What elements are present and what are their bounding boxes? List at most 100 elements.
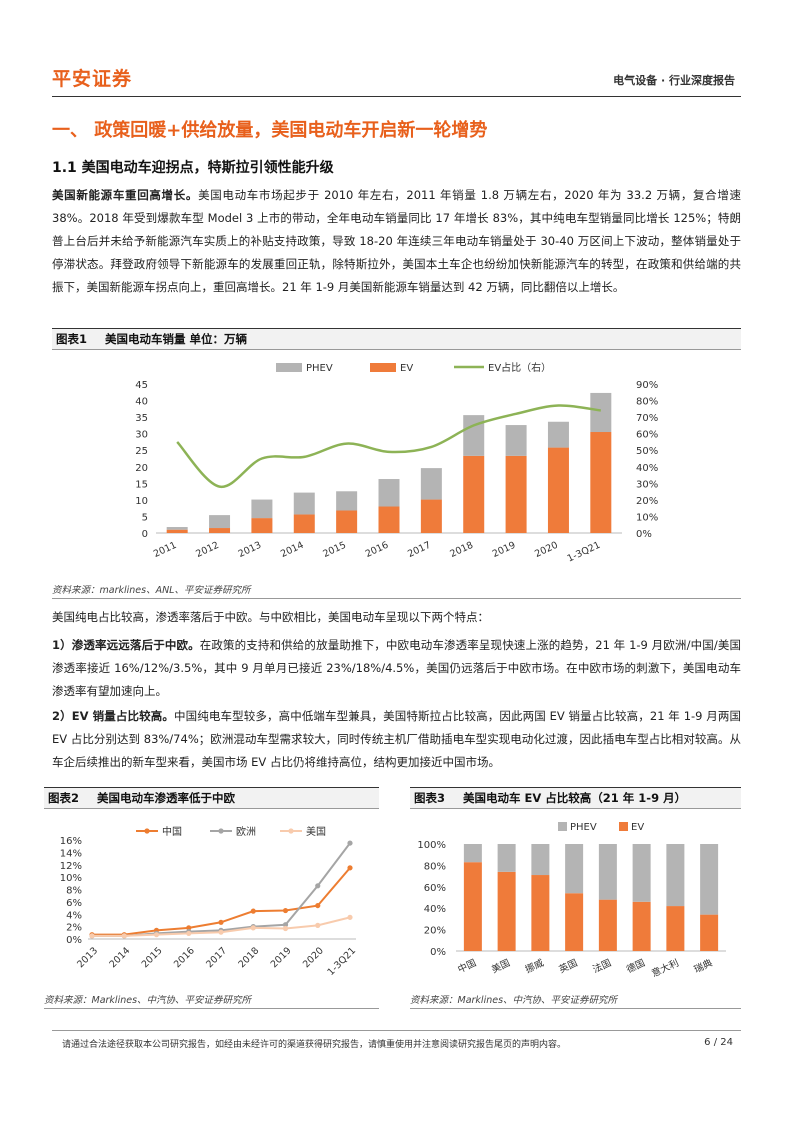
bar-phev [336,491,358,511]
bar-phev [420,468,442,500]
bar-ev [700,914,719,951]
series-point [282,925,289,932]
x-tick-label: 2016 [172,945,197,970]
legend-swatch-ev [370,363,396,372]
x-tick-label: 2019 [491,540,518,560]
bar-ev [505,455,527,533]
x-tick-label: 2017 [204,945,229,970]
bar-phev [378,479,400,507]
bar-phev [293,492,315,515]
x-tick-label: 瑞典 [692,957,715,976]
series-point [186,925,192,931]
y2-tick-label: 10% [636,512,658,523]
series-point [153,932,160,938]
y-tick-label: 6% [66,898,82,909]
bar-phev [598,844,617,900]
bar-phev [666,844,685,907]
paragraph-3-body: 在政策的支持和供给的放量助推下，中欧电动车渗透率呈现快速上涨的趋势，21 年 1… [52,638,741,698]
penetration-chart: 0%2% 4%6%8% 10%12% 14%16% 2013 2014 2015 2016 20… [60,825,359,978]
series-point [347,865,353,871]
bar-phev [565,844,584,894]
legend-swatch-point [218,828,224,834]
figure-3-title: 美国电动车 EV 占比较高（21 年 1-9 月） [463,791,687,805]
bar-phev [632,844,651,902]
bar-ev [531,875,550,951]
legend-label-phev: PHEV [306,363,333,374]
bar-ev [251,518,273,533]
series-point [347,914,353,920]
bar-phev [463,415,485,456]
ev-share-line [176,404,601,488]
x-tick-label: 挪威 [523,957,546,976]
y-tick-label: 2% [66,923,82,934]
y-tick-label: 0% [66,935,82,946]
series-point [315,922,321,928]
x-tick-label: 英国 [557,957,579,976]
y-tick-label: 10% [60,873,82,884]
y-tick-label: 40 [135,397,148,408]
bar-phev [463,844,482,863]
legend-label-ratio: EV占比（右） [488,361,551,374]
legend-swatch-point [144,828,150,834]
paragraph-4-body: 中国纯电车型较多，高中低端车型兼具，美国特斯拉占比较高，因此两国 EV 销量占比… [52,709,742,769]
y-tick-label: 12% [60,861,82,872]
ev-sales-chart: 0 5 10 15 20 25 30 35 40 45 0% 10% 20% 30% 40% 50% 60% 70… [135,361,658,565]
paragraph-1-lead: 美国新能源车重回高增长。 [52,188,199,202]
x-tick-label: 2014 [107,945,132,970]
paragraph-4: 2）EV 销量占比较高。中国纯电车型较多，高中低端车型兼具，美国特斯拉占比较高，… [52,705,741,774]
y-tick-label: 40% [424,904,446,915]
series-point [315,902,321,909]
footer-rule [52,1030,741,1031]
y-tick-label: 20 [135,463,148,474]
figure-1-source: 资料来源：marklines、ANL、平安证券研究所 [52,582,741,599]
legend-label-phev: PHEV [570,822,597,833]
y-tick-label: 35 [135,413,148,424]
y2-tick-label: 80% [636,397,658,408]
subsection-title: 1.1 美国电动车迎拐点，特斯拉引领性能升级 [52,160,334,176]
series-point [250,908,256,914]
bar-phev [531,844,550,876]
bar-ev [632,901,651,951]
y-tick-label: 20% [424,926,446,937]
ev-share-chart: 0% 20% 40% 60% 80% 100% 中国 美国 挪威 英国 法国 德国 意大利 瑞典 PHEV E… [417,822,726,980]
y-tick-label: 25 [135,446,148,457]
figure-2-header: 图表2 美国电动车渗透率低于中欧 [44,787,379,809]
y2-tick-label: 60% [636,430,658,441]
y-tick-label: 0% [430,947,446,958]
y-tick-label: 45 [135,380,148,391]
x-tick-label: 1-3Q21 [326,945,359,978]
figure-1-number: 图表1 [56,332,88,346]
series-point [218,929,224,935]
footer-disclaimer: 请通过合法途径获取本公司研究报告，如经由未经许可的渠道获得研究报告，请慎重使用并… [62,1040,567,1050]
figure-2-source: 资料来源：Marklines、中汽协、平安证券研究所 [44,992,379,1009]
bar-ev [166,529,188,533]
bar-ev [378,506,400,533]
x-tick-label: 2015 [140,945,165,970]
bar-ev [209,528,231,533]
bar-phev [547,421,569,448]
figure-2-number: 图表2 [48,791,80,805]
figure-3-source: 资料来源：Marklines、中汽协、平安证券研究所 [410,992,741,1009]
x-tick-label: 2013 [237,540,264,560]
bar-ev [666,906,685,951]
header-rule [52,96,741,97]
x-tick-label: 2015 [321,540,348,560]
series-point [186,930,192,937]
x-tick-label: 1-3Q21 [566,540,602,565]
y-tick-label: 4% [66,910,82,921]
legend-label-ev: EV [631,822,644,833]
paragraph-1: 美国新能源车重回高增长。美国电动车市场起步于 2010 年左右，2011 年销量… [52,184,741,299]
y2-tick-label: 30% [636,479,658,490]
document-category: 电气设备 · 行业深度报告 [613,74,735,87]
bar-ev [590,432,612,533]
x-tick-label: 2011 [152,540,179,560]
series-point [250,925,256,931]
y-tick-label: 10 [135,496,148,507]
x-tick-label: 中国 [456,957,478,976]
x-tick-label: 2016 [364,540,391,560]
legend-label: 欧洲 [236,826,256,838]
paragraph-4-lead: 2）EV 销量占比较高。 [52,709,174,723]
y-tick-label: 100% [417,840,446,851]
figure-2-title: 美国电动车渗透率低于中欧 [97,791,236,805]
figure-1-header: 图表1 美国电动车销量 单位：万辆 [52,328,741,350]
